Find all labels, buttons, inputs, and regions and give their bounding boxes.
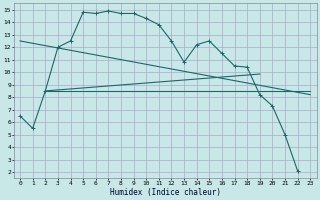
X-axis label: Humidex (Indice chaleur): Humidex (Indice chaleur) xyxy=(110,188,220,197)
